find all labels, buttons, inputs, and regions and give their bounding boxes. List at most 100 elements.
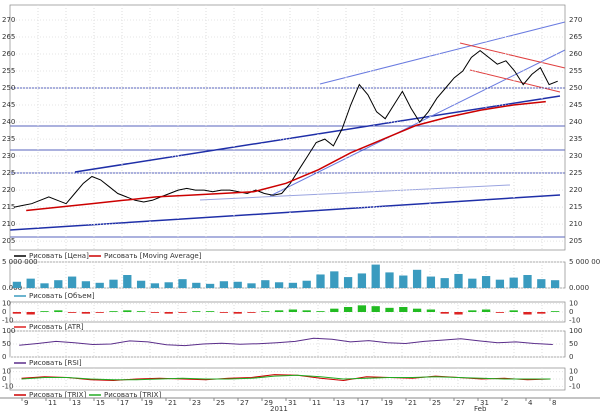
date-label: 25 [432,399,441,407]
y-tick-label: 230 [2,152,15,160]
bar [205,283,215,288]
bar [136,311,146,312]
bar [150,312,160,313]
date-label: 27 [456,399,465,407]
y-tick-label: 0 [2,375,6,383]
date-label: 11 [312,399,321,407]
bar [468,278,477,288]
date-label: 19 [384,399,393,407]
y-tick-label-right: 260 [569,50,582,58]
bar [261,311,270,312]
bar [537,312,546,314]
date-label: 29 [264,399,273,407]
bar [288,282,298,288]
bar [371,264,380,288]
y-tick-label-right: 215 [569,203,582,211]
y-tick-label: -10 [2,382,13,390]
date-label: 27 [240,399,249,407]
bar [150,283,160,288]
y-tick-label-right: 10 [569,300,578,308]
y-tick-label-right: 205 [569,237,582,245]
trend-line [9,194,561,231]
bar [247,283,256,288]
bar [550,311,560,312]
bar [454,273,463,288]
bar [468,310,477,312]
bar [67,312,77,313]
legend-label: Рисовать [TRIX] [29,391,86,399]
y-tick-label: 250 [2,84,15,92]
panel-frame [9,261,566,289]
trend-line [199,184,511,201]
y-tick-label-right: 5 000 000 [569,258,600,266]
legend-label: Рисовать [TRIX] [104,391,161,399]
bar [316,274,325,288]
bar [192,282,201,288]
bar [426,309,436,312]
bar [247,312,256,313]
date-label: 8 [552,399,556,407]
date-label: 4 [528,399,533,407]
bar [205,311,215,312]
bar [385,272,394,288]
y-tick-label: 210 [2,220,15,228]
bar [440,278,449,288]
y-tick-label: 225 [2,169,15,177]
y-tick-label: 205 [2,237,15,245]
bar [274,310,284,312]
bar [274,282,284,288]
bar [357,273,367,288]
bar [219,281,229,288]
bar [316,311,325,312]
series-line [19,337,553,347]
trend-line [269,49,566,197]
bar [537,279,546,288]
bar [509,310,518,312]
y-tick-label-right: -10 [569,382,580,390]
y-tick-label: 100 [2,327,15,335]
bar [233,281,242,288]
bar [109,279,118,288]
bar [123,275,132,288]
bar [40,311,49,312]
bar [81,312,91,314]
y-tick-label-right: 0 [569,375,573,383]
date-label: 21 [408,399,417,407]
bar [233,312,242,314]
bar [95,312,104,313]
date-label: 11 [48,399,57,407]
bar [54,310,63,312]
bar [67,276,77,288]
y-tick-label: 0 [2,353,6,361]
legend-label: Рисовать [Объем] [29,292,95,300]
date-label: 15 [96,399,105,407]
bar [123,310,132,312]
bar [399,307,408,312]
legend-label: Рисовать [ATR] [29,323,84,331]
legend-label: Рисовать [Moving Average] [104,252,202,260]
bar [192,311,201,312]
y-tick-label: 265 [2,33,15,41]
bar [302,310,311,312]
bar [95,282,104,288]
bar [164,312,173,314]
y-tick-label-right: 0.000 [569,284,589,292]
bar [40,283,49,288]
date-label: 21 [168,399,177,407]
bar [81,281,91,288]
bar [26,278,35,288]
y-tick-label-right: 250 [569,84,582,92]
y-tick-label: -10 [2,316,13,324]
date-label: 13 [72,399,81,407]
bar [26,312,35,315]
y-tick-label-right: 270 [569,16,582,24]
y-tick-label: 0.000 [2,284,22,292]
date-label: 13 [336,399,345,407]
y-tick-label-right: -10 [569,316,580,324]
bar [164,282,173,288]
date-label: 2 [504,399,508,407]
y-tick-label-right: 230 [569,152,582,160]
date-label: 25 [216,399,225,407]
bar [495,312,505,313]
y-tick-label: 270 [2,16,15,24]
